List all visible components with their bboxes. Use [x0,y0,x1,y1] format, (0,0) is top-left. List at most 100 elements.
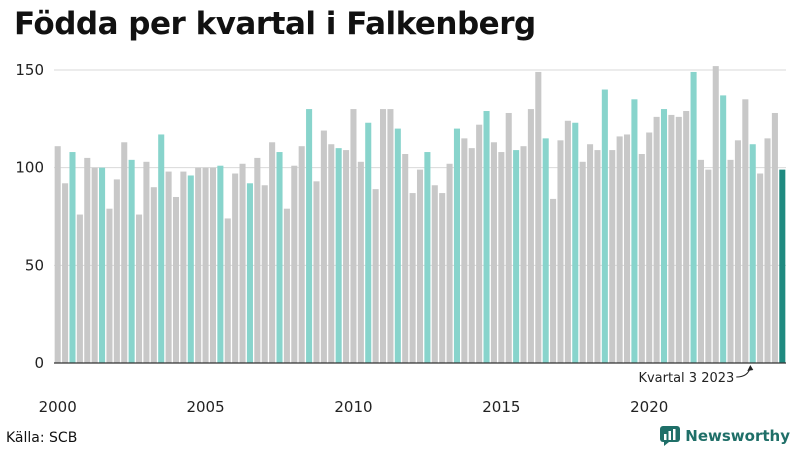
bar-2001Q3 [99,167,106,363]
bar-2014Q4 [490,142,497,363]
bar-2022Q4 [727,159,734,363]
bar-2004Q1 [172,196,180,363]
bar-2022Q3 [720,95,727,363]
bar-undefined [771,112,778,364]
x-tick-label: 2005 [186,398,224,416]
bar-2011Q3 [394,128,401,363]
bar-2005Q4 [224,218,231,363]
annotation-label: Kvartal 3 2023 [638,371,734,386]
annotation-arrow-head [747,365,754,371]
bar-2016Q2 [535,71,542,363]
bar-2001Q4 [106,208,113,363]
bar-2010Q3 [365,122,372,364]
tick-labels: 0 50 100 150 2000 2005 2010 2015 2020 [15,61,668,416]
bar-2007Q2 [269,142,276,363]
bar-2009Q3 [335,148,342,363]
source-text: Källa: SCB [6,430,78,446]
bar-2017Q2 [564,120,571,363]
bar-2010Q4 [372,189,379,363]
bar-2020Q2 [653,116,660,363]
bar-2014Q3 [483,111,490,364]
bar-2011Q2 [387,109,394,363]
annotation: Kvartal 3 2023 [638,365,754,386]
bar-2000Q1 [54,146,61,363]
brand-logo[interactable]: Newsworthy [660,426,790,446]
bar-2008Q1 [291,165,298,363]
bar-2006Q4 [254,157,261,363]
bar-2019Q2 [623,134,631,363]
bar-2008Q3 [306,109,313,363]
bar-2005Q2 [209,167,217,363]
bar-2012Q4 [431,185,438,363]
bar-2000Q4 [76,214,83,363]
chart-title: Födda per kvartal i Falkenberg [14,6,536,42]
bar-2010Q1 [350,109,357,363]
bar-2023Q1 [734,140,741,363]
annotation-arrow [736,366,751,378]
bar-2013Q2 [446,163,453,363]
bar-2020Q3 [660,109,668,363]
bar-2005Q1 [202,167,209,363]
bars [54,66,786,364]
bar-2009Q4 [343,150,350,363]
bar-2012Q2 [416,169,424,363]
bar-2004Q4 [195,167,202,363]
bar-2001Q2 [91,167,98,363]
bar-2003Q3 [158,134,165,363]
y-tick-label: 0 [34,354,44,372]
bar-2019Q3 [631,99,638,364]
bar-undefined [764,138,771,363]
bar-2002Q4 [135,214,143,363]
bar-2018Q4 [609,150,616,363]
bar-2019Q1 [616,136,623,363]
bar-2003Q1 [143,161,150,363]
bar-2012Q1 [409,193,416,363]
bar-2019Q4 [638,153,645,363]
bar-2014Q1 [468,148,475,363]
bar-2007Q3 [276,152,283,363]
bar-2023Q3 [749,144,756,363]
bar-2013Q1 [439,193,446,363]
bar-2016Q1 [527,109,534,363]
bar-2016Q4 [550,198,557,363]
bar-2022Q2 [712,66,719,364]
bar-2001Q1 [84,157,91,363]
bar-2022Q1 [705,169,712,363]
bar-2007Q1 [261,185,268,363]
x-tick-label: 2000 [39,398,77,416]
bar-2008Q4 [313,181,320,363]
x-tick-label: 2020 [630,398,668,416]
bar-2013Q3 [453,128,461,363]
bar-2018Q3 [601,89,608,364]
bar-2002Q3 [128,159,135,363]
bar-undefined [757,173,764,363]
bar-2018Q1 [587,144,594,363]
bar-2007Q4 [283,208,290,363]
bar-2005Q3 [217,165,224,363]
y-tick-label: 50 [25,256,44,274]
bar-2009Q2 [328,144,335,363]
bar-2021Q2 [683,111,690,364]
bar-2009Q1 [320,130,327,363]
bar-2012Q3 [424,152,431,363]
bar-2006Q3 [246,183,253,363]
bar-2000Q3 [69,152,76,363]
x-tick-label: 2010 [334,398,372,416]
bar-2020Q4 [668,114,675,363]
bar-2010Q2 [357,161,364,363]
x-tick-label: 2015 [482,398,520,416]
bar-2006Q1 [232,173,239,363]
bar-2003Q4 [165,171,172,363]
bar-2004Q2 [180,171,187,363]
bar-2021Q4 [697,159,705,363]
bar-2021Q1 [675,116,682,363]
bar-2015Q2 [505,112,512,364]
bar-undefined [779,169,786,363]
bar-2021Q3 [690,71,697,363]
newsworthy-logo-icon [660,426,681,446]
bar-2015Q3 [513,150,520,363]
bar-2004Q3 [187,175,194,363]
y-tick-label: 150 [15,61,44,79]
bar-2018Q2 [594,150,601,363]
